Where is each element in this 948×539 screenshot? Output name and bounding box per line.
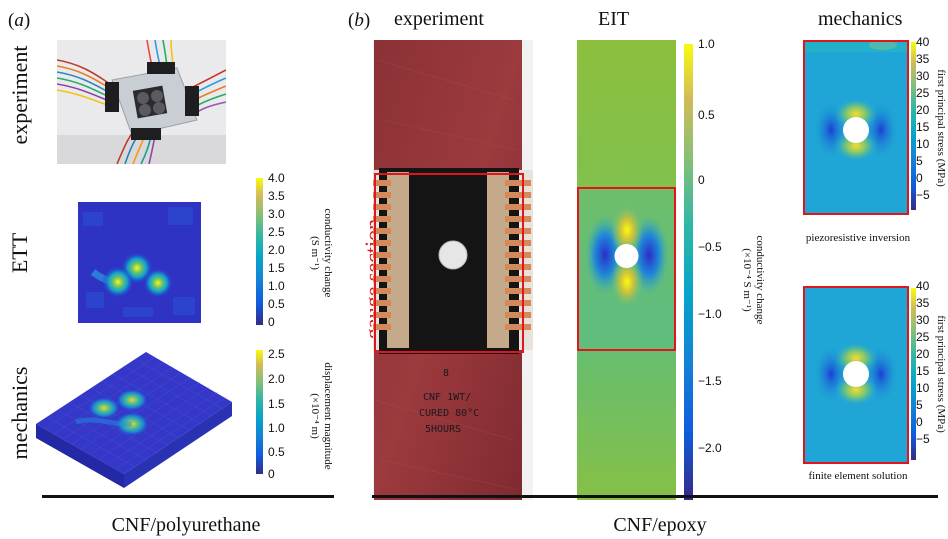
stress-tick: 30 <box>916 69 930 83</box>
stress-tick: 15 <box>916 120 930 134</box>
specimen-text-line: 8 <box>443 368 449 379</box>
eit-colorbar-title: conductivity change (×10⁻⁴ S m⁻¹) <box>740 210 768 350</box>
eit-conductivity-map <box>577 40 676 500</box>
experiment-photo-electrodes <box>57 40 226 164</box>
eit-tick: 1.0 <box>698 37 715 51</box>
stress-tick: 40 <box>916 35 930 49</box>
ett-tick: 0 <box>268 315 275 329</box>
eit-colorbar-title-line1: conductivity change <box>754 235 766 325</box>
column-heading-mechanics: mechanics <box>818 8 903 30</box>
mech-colorbar-ticks: 2.5 2.0 1.5 1.0 0.5 0 <box>268 348 298 488</box>
stress-tick: 35 <box>916 52 930 66</box>
ett-conductivity-map <box>78 202 201 323</box>
ett-tick: 2.5 <box>268 225 285 239</box>
stress-tick: 5 <box>916 154 923 168</box>
specimen-text-line: CNF 1WT/ <box>423 392 471 403</box>
panel-b-divider <box>372 495 938 498</box>
row-label-ett: ETT <box>7 232 32 274</box>
stress-map-piezoresistive <box>803 40 909 215</box>
stress-tick: 25 <box>916 86 930 100</box>
ett-colorbar-title-line1: conductivity change <box>322 208 334 298</box>
stress-colorbar-top-ticks: 40 35 30 25 20 15 10 5 0 −5 <box>916 36 936 216</box>
ett-colorbar-title-line2: (S m⁻¹) <box>309 236 321 270</box>
mech-colorbar-title-line1: displacement magnitude <box>322 362 334 470</box>
stress-tick: 10 <box>916 137 930 151</box>
ett-colorbar-title: conductivity change (S m⁻¹) <box>308 178 336 328</box>
ett-tick: 1.5 <box>268 261 285 275</box>
caption-finite-element-solution: finite element solution <box>808 470 908 482</box>
mech-tick: 1.5 <box>268 397 285 411</box>
panel-b-label: (b) <box>348 10 371 31</box>
ett-colorbar <box>256 178 263 325</box>
stress-tick: 25 <box>916 330 930 344</box>
mech-tick: 1.0 <box>268 421 285 435</box>
specimen-photo: 8 CNF 1WT/ CURED 80°C 5HOURS <box>373 40 533 500</box>
stress-tick: 20 <box>916 103 930 117</box>
stress-tick: −5 <box>916 432 930 446</box>
eit-colorbar <box>684 44 693 500</box>
mech-tick: 0.5 <box>268 445 285 459</box>
column-heading-eit: EIT <box>598 8 630 30</box>
stress-colorbar-bottom-ticks: 40 35 30 25 20 15 10 5 0 −5 <box>916 280 936 470</box>
column-heading-experiment: experiment <box>394 8 484 30</box>
stress-tick: 30 <box>916 313 930 327</box>
ett-colorbar-ticks: 4.0 3.5 3.0 2.5 2.0 1.5 1.0 0.5 0 <box>268 172 298 332</box>
eit-tick: −0.5 <box>698 240 722 254</box>
stress-colorbar-bottom-title: first principal stress (MPa) <box>935 315 947 433</box>
row-label-mechanics: mechanics <box>7 366 32 460</box>
stress-tick: 5 <box>916 398 923 412</box>
stress-map-finite-element <box>803 286 909 464</box>
eit-tick: 0 <box>698 173 705 187</box>
ett-tick: 3.5 <box>268 189 285 203</box>
mech-tick: 0 <box>268 467 275 481</box>
stress-colorbar-bottom <box>911 288 916 460</box>
stress-tick: 40 <box>916 279 930 293</box>
stress-tick: 35 <box>916 296 930 310</box>
eit-tick: −2.0 <box>698 441 722 455</box>
specimen-text-line: 5HOURS <box>425 424 461 435</box>
panel-b-bottom-label: CNF/epoxy <box>613 514 707 536</box>
panel-a-divider <box>42 495 334 498</box>
mech-colorbar-title-line2: (×10⁻⁴ m) <box>309 393 321 439</box>
eit-tick: −1.5 <box>698 374 722 388</box>
panel-a-label: (a) <box>8 10 31 31</box>
specimen-text-line: CURED 80°C <box>419 408 479 419</box>
ett-tick: 1.0 <box>268 279 285 293</box>
stress-tick: −5 <box>916 188 930 202</box>
stress-tick: 20 <box>916 347 930 361</box>
mech-tick: 2.5 <box>268 347 285 361</box>
mech-tick: 2.0 <box>268 372 285 386</box>
row-label-experiment: experiment <box>7 45 32 145</box>
eit-tick: 0.5 <box>698 108 715 122</box>
ett-tick: 0.5 <box>268 297 285 311</box>
mech-colorbar-title: displacement magnitude (×10⁻⁴ m) <box>308 346 336 486</box>
stress-tick: 10 <box>916 381 930 395</box>
mech-colorbar <box>256 350 263 474</box>
eit-colorbar-ticks: 1.0 0.5 0 −0.5 −1.0 −1.5 −2.0 <box>698 38 732 468</box>
ett-tick: 3.0 <box>268 207 285 221</box>
panel-a-bottom-label: CNF/polyurethane <box>111 514 261 536</box>
stress-tick: 15 <box>916 364 930 378</box>
stress-tick: 0 <box>916 171 923 185</box>
caption-piezoresistive-inversion: piezoresistive inversion <box>805 232 911 244</box>
ett-tick: 4.0 <box>268 171 285 185</box>
ett-tick: 2.0 <box>268 243 285 257</box>
eit-colorbar-title-line2: (×10⁻⁴ S m⁻¹) <box>741 248 753 312</box>
stress-colorbar-top-title: first principal stress (MPa) <box>935 69 947 187</box>
eit-tick: −1.0 <box>698 307 722 321</box>
stress-colorbar-top <box>911 42 916 210</box>
mechanics-displacement-block <box>36 352 232 492</box>
stress-tick: 0 <box>916 415 923 429</box>
